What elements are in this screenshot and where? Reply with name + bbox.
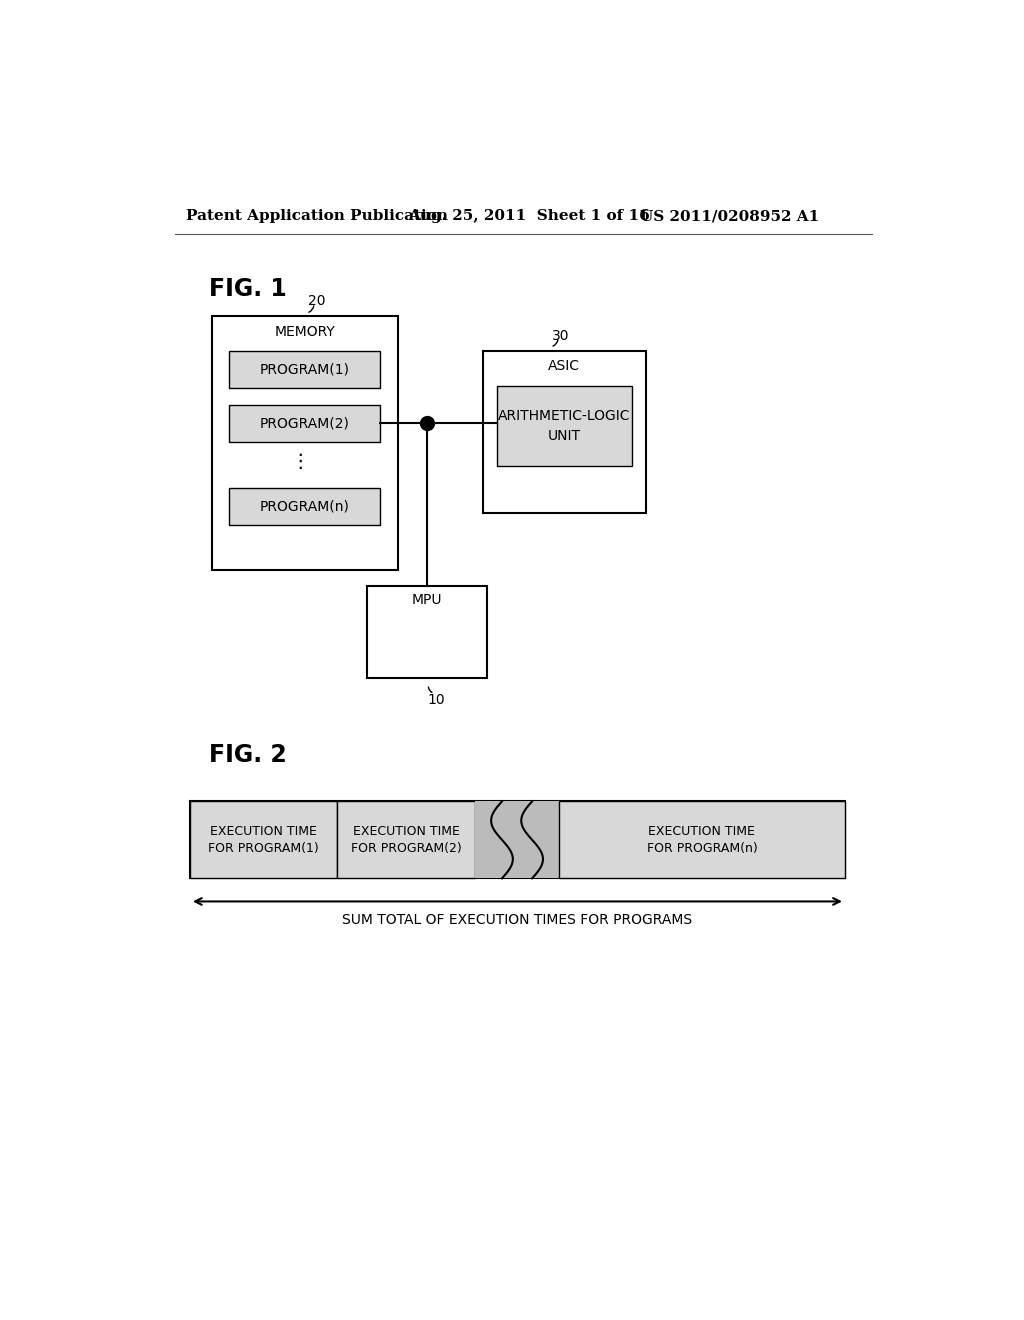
Text: EXECUTION TIME
FOR PROGRAM(2): EXECUTION TIME FOR PROGRAM(2)	[351, 825, 462, 855]
Text: MPU: MPU	[412, 593, 442, 607]
Bar	[483, 351, 646, 512]
Text: US 2011/0208952 A1: US 2011/0208952 A1	[640, 209, 819, 223]
Text: EXECUTION TIME
FOR PROGRAM(n): EXECUTION TIME FOR PROGRAM(n)	[646, 825, 758, 855]
Bar	[475, 801, 559, 878]
Text: SUM TOTAL OF EXECUTION TIMES FOR PROGRAMS: SUM TOTAL OF EXECUTION TIMES FOR PROGRAM…	[342, 913, 692, 927]
Text: MEMORY: MEMORY	[274, 325, 335, 339]
Text: 30: 30	[552, 329, 569, 342]
Bar	[190, 801, 337, 878]
Text: Aug. 25, 2011  Sheet 1 of 16: Aug. 25, 2011 Sheet 1 of 16	[409, 209, 650, 223]
Bar	[367, 586, 486, 678]
Bar	[337, 801, 475, 878]
Text: Patent Application Publication: Patent Application Publication	[186, 209, 449, 223]
Text: ASIC: ASIC	[548, 359, 581, 374]
Text: PROGRAM(1): PROGRAM(1)	[259, 363, 349, 376]
Bar	[212, 317, 397, 570]
Bar	[559, 801, 845, 878]
Text: 10: 10	[427, 693, 444, 706]
Text: PROGRAM(n): PROGRAM(n)	[259, 499, 349, 513]
Bar	[190, 801, 845, 878]
Text: FIG. 2: FIG. 2	[209, 743, 287, 767]
Bar	[228, 351, 380, 388]
Bar	[228, 488, 380, 525]
Bar	[497, 385, 632, 466]
Text: 20: 20	[307, 294, 325, 308]
Text: PROGRAM(2): PROGRAM(2)	[259, 416, 349, 430]
Text: ⋮: ⋮	[291, 451, 310, 470]
Text: FIG. 1: FIG. 1	[209, 277, 287, 301]
Text: EXECUTION TIME
FOR PROGRAM(1): EXECUTION TIME FOR PROGRAM(1)	[208, 825, 319, 855]
Text: ARITHMETIC-LOGIC
UNIT: ARITHMETIC-LOGIC UNIT	[498, 409, 631, 444]
Bar	[228, 405, 380, 442]
